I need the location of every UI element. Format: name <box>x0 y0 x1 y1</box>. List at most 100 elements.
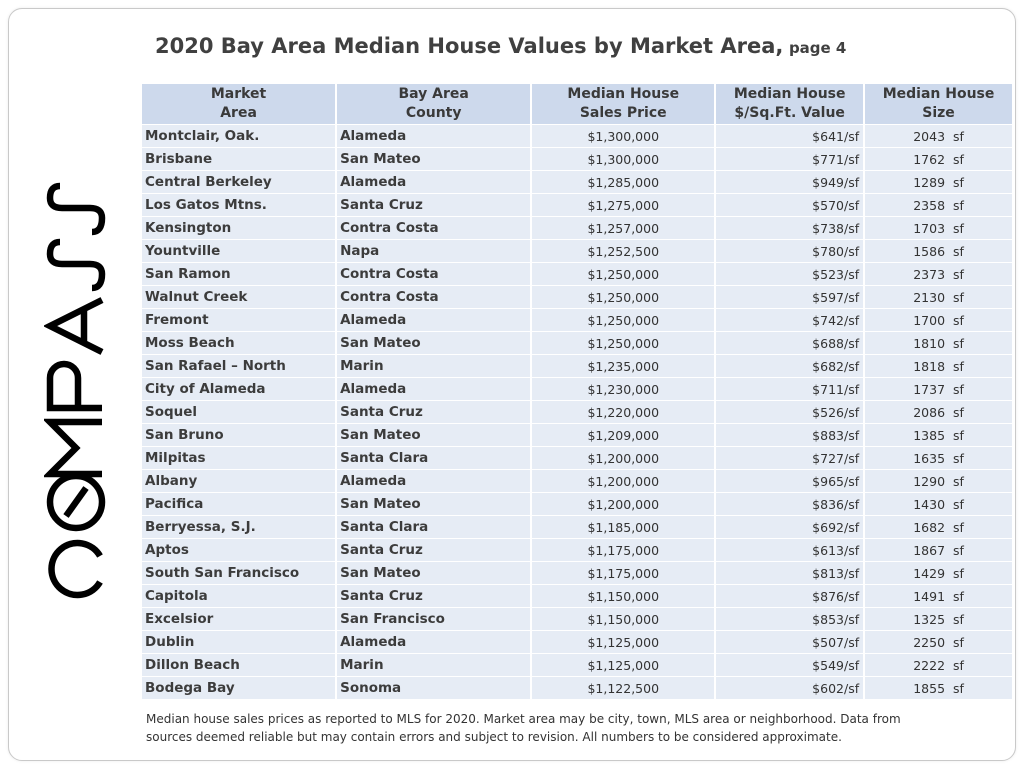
header-price-per-sqft: Median House $/Sq.Ft. Value <box>716 84 864 124</box>
cell-price-per-sqft: $692/sf <box>716 516 864 538</box>
cell-house-size: 2086 sf <box>865 401 1012 423</box>
cell-sales-price: $1,235,000 <box>532 355 715 377</box>
cell-sales-price: $1,125,000 <box>532 654 715 676</box>
table-row: Pacifica San Mateo $1,200,000 $836/sf 1430 s… <box>142 493 1012 515</box>
cell-market-area: Bodega Bay <box>142 677 336 699</box>
cell-house-size: 2222 sf <box>865 654 1012 676</box>
cell-sales-price: $1,250,000 <box>532 332 715 354</box>
cell-house-size: 1290 sf <box>865 470 1012 492</box>
header-market-area: Market Area <box>142 84 336 124</box>
table-row: Yountville Napa $1,252,500 $780/sf 1586 sf <box>142 240 1012 262</box>
cell-market-area: San Ramon <box>142 263 336 285</box>
cell-house-size: 1325 sf <box>865 608 1012 630</box>
cell-market-area: Yountville <box>142 240 336 262</box>
cell-house-size: 1700 sf <box>865 309 1012 331</box>
cell-sales-price: $1,252,500 <box>532 240 715 262</box>
table-row: Albany Alameda $1,200,000 $965/sf 1290 sf <box>142 470 1012 492</box>
cell-county: Alameda <box>337 171 531 193</box>
cell-house-size: 1289 sf <box>865 171 1012 193</box>
cell-county: Santa Clara <box>337 447 531 469</box>
cell-market-area: Pacifica <box>142 493 336 515</box>
cell-house-size: 1737 sf <box>865 378 1012 400</box>
table-row: Los Gatos Mtns. Santa Cruz $1,275,000 $570/… <box>142 194 1012 216</box>
cell-county: Marin <box>337 654 531 676</box>
table-row: Aptos Santa Cruz $1,175,000 $613/sf 1867 sf <box>142 539 1012 561</box>
cell-house-size: 1429 sf <box>865 562 1012 584</box>
table-row: San Rafael – North Marin $1,235,000 $682/sf… <box>142 355 1012 377</box>
table-row: Dillon Beach Marin $1,125,000 $549/sf 2222 s… <box>142 654 1012 676</box>
table-row: Brisbane San Mateo $1,300,000 $771/sf 1762 s… <box>142 148 1012 170</box>
table-row: Kensington Contra Costa $1,257,000 $738/sf 1… <box>142 217 1012 239</box>
footnote: Median house sales prices as reported to… <box>146 710 986 746</box>
table-row: Soquel Santa Cruz $1,220,000 $526/sf 2086 sf <box>142 401 1012 423</box>
cell-market-area: Dillon Beach <box>142 654 336 676</box>
cell-price-per-sqft: $780/sf <box>716 240 864 262</box>
cell-sales-price: $1,250,000 <box>532 286 715 308</box>
cell-sales-price: $1,150,000 <box>532 608 715 630</box>
cell-county: Marin <box>337 355 531 377</box>
cell-house-size: 1810 sf <box>865 332 1012 354</box>
header-county: Bay Area County <box>337 84 531 124</box>
cell-house-size: 1855 sf <box>865 677 1012 699</box>
cell-house-size: 1703 sf <box>865 217 1012 239</box>
cell-price-per-sqft: $876/sf <box>716 585 864 607</box>
cell-price-per-sqft: $771/sf <box>716 148 864 170</box>
cell-county: Contra Costa <box>337 217 531 239</box>
cell-market-area: Los Gatos Mtns. <box>142 194 336 216</box>
cell-market-area: Montclair, Oak. <box>142 125 336 147</box>
page-title: 2020 Bay Area Median House Values by Mar… <box>155 34 846 58</box>
cell-county: San Mateo <box>337 493 531 515</box>
cell-sales-price: $1,200,000 <box>532 447 715 469</box>
cell-sales-price: $1,122,500 <box>532 677 715 699</box>
cell-county: Alameda <box>337 378 531 400</box>
cell-sales-price: $1,257,000 <box>532 217 715 239</box>
cell-price-per-sqft: $883/sf <box>716 424 864 446</box>
cell-house-size: 1491 sf <box>865 585 1012 607</box>
cell-market-area: South San Francisco <box>142 562 336 584</box>
cell-sales-price: $1,300,000 <box>532 148 715 170</box>
cell-price-per-sqft: $570/sf <box>716 194 864 216</box>
table-row: San Bruno San Mateo $1,209,000 $883/sf 1385 … <box>142 424 1012 446</box>
table-header-row: Market Area Bay Area County Median House Sa… <box>142 84 1012 124</box>
cell-price-per-sqft: $597/sf <box>716 286 864 308</box>
cell-market-area: Fremont <box>142 309 336 331</box>
cell-price-per-sqft: $836/sf <box>716 493 864 515</box>
cell-price-per-sqft: $682/sf <box>716 355 864 377</box>
cell-county: Sonoma <box>337 677 531 699</box>
cell-county: Napa <box>337 240 531 262</box>
title-page-number: page 4 <box>788 39 847 57</box>
cell-county: Santa Clara <box>337 516 531 538</box>
cell-house-size: 1430 sf <box>865 493 1012 515</box>
cell-sales-price: $1,220,000 <box>532 401 715 423</box>
table-row: San Ramon Contra Costa $1,250,000 $523/sf 23… <box>142 263 1012 285</box>
cell-sales-price: $1,200,000 <box>532 470 715 492</box>
cell-county: Santa Cruz <box>337 401 531 423</box>
cell-county: Alameda <box>337 125 531 147</box>
cell-price-per-sqft: $641/sf <box>716 125 864 147</box>
cell-market-area: Moss Beach <box>142 332 336 354</box>
title-main: 2020 Bay Area Median House Values by Mar… <box>155 34 784 58</box>
cell-market-area: Milpitas <box>142 447 336 469</box>
cell-price-per-sqft: $602/sf <box>716 677 864 699</box>
cell-sales-price: $1,250,000 <box>532 263 715 285</box>
table-row: Montclair, Oak. Alameda $1,300,000 $641/sf 2… <box>142 125 1012 147</box>
cell-county: Santa Cruz <box>337 585 531 607</box>
table-row: Milpitas Santa Clara $1,200,000 $727/sf 1635… <box>142 447 1012 469</box>
cell-market-area: Central Berkeley <box>142 171 336 193</box>
cell-market-area: Albany <box>142 470 336 492</box>
table-row: South San Francisco San Mateo $1,175,000 $8… <box>142 562 1012 584</box>
cell-house-size: 1867 sf <box>865 539 1012 561</box>
cell-market-area: Soquel <box>142 401 336 423</box>
cell-price-per-sqft: $613/sf <box>716 539 864 561</box>
table-row: Excelsior San Francisco $1,150,000 $853/sf 1… <box>142 608 1012 630</box>
cell-price-per-sqft: $711/sf <box>716 378 864 400</box>
cell-county: Santa Cruz <box>337 194 531 216</box>
cell-county: San Mateo <box>337 332 531 354</box>
cell-county: Alameda <box>337 309 531 331</box>
cell-price-per-sqft: $813/sf <box>716 562 864 584</box>
cell-market-area: Capitola <box>142 585 336 607</box>
cell-sales-price: $1,209,000 <box>532 424 715 446</box>
median-values-table: Market Area Bay Area County Median House Sa… <box>140 83 1014 700</box>
cell-price-per-sqft: $738/sf <box>716 217 864 239</box>
cell-sales-price: $1,185,000 <box>532 516 715 538</box>
